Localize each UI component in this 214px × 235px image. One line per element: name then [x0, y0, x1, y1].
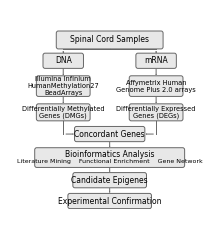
Text: Literature Mining    Functional Enrichment    Gene Network: Literature Mining Functional Enrichment …	[17, 159, 202, 164]
FancyBboxPatch shape	[68, 193, 152, 209]
FancyBboxPatch shape	[35, 148, 185, 168]
Text: Illumina Infinium
HumanMethylation27
BeadArrays: Illumina Infinium HumanMethylation27 Bea…	[27, 76, 99, 96]
Text: Bioinformatics Analysis: Bioinformatics Analysis	[65, 150, 155, 159]
FancyBboxPatch shape	[36, 76, 90, 96]
FancyBboxPatch shape	[36, 104, 90, 121]
FancyBboxPatch shape	[129, 76, 183, 96]
FancyBboxPatch shape	[129, 104, 183, 121]
Text: Differentially Methylated
Genes (DMGs): Differentially Methylated Genes (DMGs)	[22, 106, 105, 119]
Text: Concordant Genes: Concordant Genes	[74, 129, 145, 139]
FancyBboxPatch shape	[136, 53, 176, 68]
FancyBboxPatch shape	[73, 172, 147, 188]
FancyBboxPatch shape	[74, 126, 145, 142]
Text: Experimental Confirmation: Experimental Confirmation	[58, 196, 161, 205]
Text: Spinal Cord Samples: Spinal Cord Samples	[70, 35, 149, 44]
FancyBboxPatch shape	[43, 53, 83, 68]
FancyBboxPatch shape	[56, 31, 163, 49]
Text: mRNA: mRNA	[144, 56, 168, 65]
Text: DNA: DNA	[55, 56, 72, 65]
Text: Candidate Epigenes: Candidate Epigenes	[71, 176, 148, 185]
Text: Differentially Expressed
Genes (DEGs): Differentially Expressed Genes (DEGs)	[116, 106, 196, 119]
Text: Affymetrix Human
Genome Plus 2.0 arrays: Affymetrix Human Genome Plus 2.0 arrays	[116, 80, 196, 93]
